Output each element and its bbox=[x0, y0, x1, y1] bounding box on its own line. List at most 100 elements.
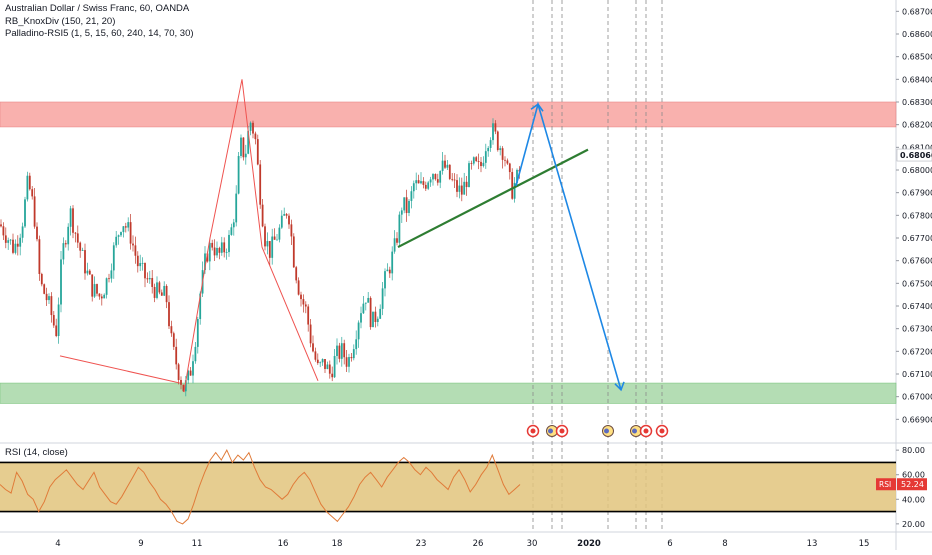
candle-body bbox=[31, 189, 34, 197]
candle-body bbox=[204, 253, 206, 271]
dividend-marker-icon[interactable] bbox=[602, 425, 614, 437]
candle-body bbox=[237, 156, 240, 194]
price-tick-label: 0.68300 bbox=[902, 98, 932, 107]
trendline bbox=[397, 148, 589, 249]
candle-body bbox=[2, 226, 5, 236]
candle-body bbox=[64, 243, 67, 245]
candle-body bbox=[26, 175, 29, 200]
candle-body bbox=[21, 226, 24, 238]
candle-body bbox=[417, 180, 420, 184]
candle-body bbox=[249, 122, 252, 131]
rsi-tick-label: 60.00 bbox=[902, 471, 925, 480]
dividend-marker-icon[interactable] bbox=[630, 425, 642, 437]
candle-body bbox=[247, 130, 250, 154]
candle-body bbox=[396, 238, 398, 243]
price-tick-label: 0.67700 bbox=[902, 234, 932, 243]
indicator-knoxdiv-label[interactable]: RB_KnoxDiv (150, 21, 20) bbox=[5, 16, 116, 27]
candle-body bbox=[57, 304, 60, 337]
indicator-rsi5-label[interactable]: Palladino-RSI5 (1, 5, 15, 60, 240, 14, 7… bbox=[5, 28, 194, 39]
candle-body bbox=[4, 235, 7, 243]
candle-body bbox=[480, 161, 482, 167]
candle-body bbox=[487, 147, 490, 152]
candle-body bbox=[124, 226, 127, 228]
candle-body bbox=[453, 179, 456, 181]
time-tick-label: 8 bbox=[722, 539, 727, 549]
candle-body bbox=[434, 174, 437, 180]
candle-body bbox=[477, 161, 480, 162]
price-tick-label: 0.68500 bbox=[902, 53, 932, 62]
candle-body bbox=[151, 277, 154, 287]
candle-body bbox=[43, 284, 46, 294]
time-tick-label: 11 bbox=[192, 539, 203, 549]
candle-body bbox=[196, 319, 199, 347]
price-tick-label: 0.68000 bbox=[902, 166, 932, 175]
rsi-line bbox=[0, 448, 521, 525]
candle-body bbox=[484, 151, 487, 163]
candle-body bbox=[429, 179, 432, 183]
rsi-name-box bbox=[876, 478, 896, 491]
candle-body bbox=[412, 183, 415, 192]
candle-body bbox=[252, 122, 254, 134]
earnings-marker-icon[interactable] bbox=[555, 424, 569, 438]
marker-dot bbox=[643, 428, 649, 434]
time-tick-label: 9 bbox=[138, 539, 143, 549]
candle-body bbox=[362, 303, 365, 314]
candle-body bbox=[86, 270, 89, 274]
candle-body bbox=[324, 359, 326, 369]
candle-body bbox=[511, 172, 514, 199]
candle-body bbox=[300, 294, 302, 300]
candle-body bbox=[410, 191, 413, 201]
candle-body bbox=[19, 237, 22, 247]
candle-body bbox=[268, 241, 271, 258]
price-tick-label: 0.67900 bbox=[902, 189, 932, 198]
candle-body bbox=[499, 148, 502, 151]
candle-body bbox=[408, 200, 410, 213]
candle-body bbox=[100, 296, 103, 299]
candle-body bbox=[235, 193, 238, 223]
candle-body bbox=[508, 163, 511, 173]
candle-body bbox=[448, 164, 451, 179]
candle-body bbox=[475, 157, 478, 162]
price-tick-label: 0.68700 bbox=[902, 7, 932, 16]
candle-body bbox=[146, 278, 149, 280]
candle-body bbox=[98, 293, 101, 297]
candle-body bbox=[468, 163, 470, 188]
marker-dot bbox=[530, 428, 536, 434]
marker-dot bbox=[559, 428, 565, 434]
candle-body bbox=[220, 242, 223, 253]
candle-body bbox=[108, 278, 110, 280]
earnings-marker-icon[interactable] bbox=[639, 424, 653, 438]
candle-body bbox=[160, 292, 163, 296]
candle-body bbox=[386, 269, 389, 272]
candle-body bbox=[494, 123, 497, 132]
rsi-band bbox=[0, 462, 896, 512]
candle-body bbox=[338, 345, 341, 359]
price-tick-label: 0.67100 bbox=[902, 370, 932, 379]
candle-body bbox=[369, 297, 372, 328]
candle-body bbox=[132, 243, 134, 246]
candle-body bbox=[55, 325, 58, 337]
price-tick-label: 0.67400 bbox=[902, 302, 932, 311]
candle-body bbox=[48, 296, 50, 301]
marker-dot bbox=[659, 428, 665, 434]
candle-body bbox=[326, 364, 329, 369]
earnings-marker-icon[interactable] bbox=[655, 424, 669, 438]
candle-body bbox=[415, 180, 418, 184]
candle-body bbox=[374, 311, 377, 323]
candle-body bbox=[350, 357, 353, 359]
candle-body bbox=[127, 222, 130, 228]
rsi-tick-label: 80.00 bbox=[902, 446, 925, 455]
time-tick-label: 23 bbox=[416, 539, 427, 549]
candle-body bbox=[276, 239, 278, 241]
candle-body bbox=[360, 313, 362, 323]
rsi-pane-title[interactable]: RSI (14, close) bbox=[5, 447, 68, 458]
candle-body bbox=[45, 293, 48, 301]
current-price-box bbox=[896, 148, 932, 162]
candle-body bbox=[14, 243, 17, 253]
earnings-marker-icon[interactable] bbox=[526, 424, 540, 438]
time-tick-label: 2020 bbox=[577, 539, 601, 549]
candle-body bbox=[273, 236, 276, 240]
candle-body bbox=[52, 315, 55, 326]
price-tick-label: 0.68400 bbox=[902, 75, 932, 84]
